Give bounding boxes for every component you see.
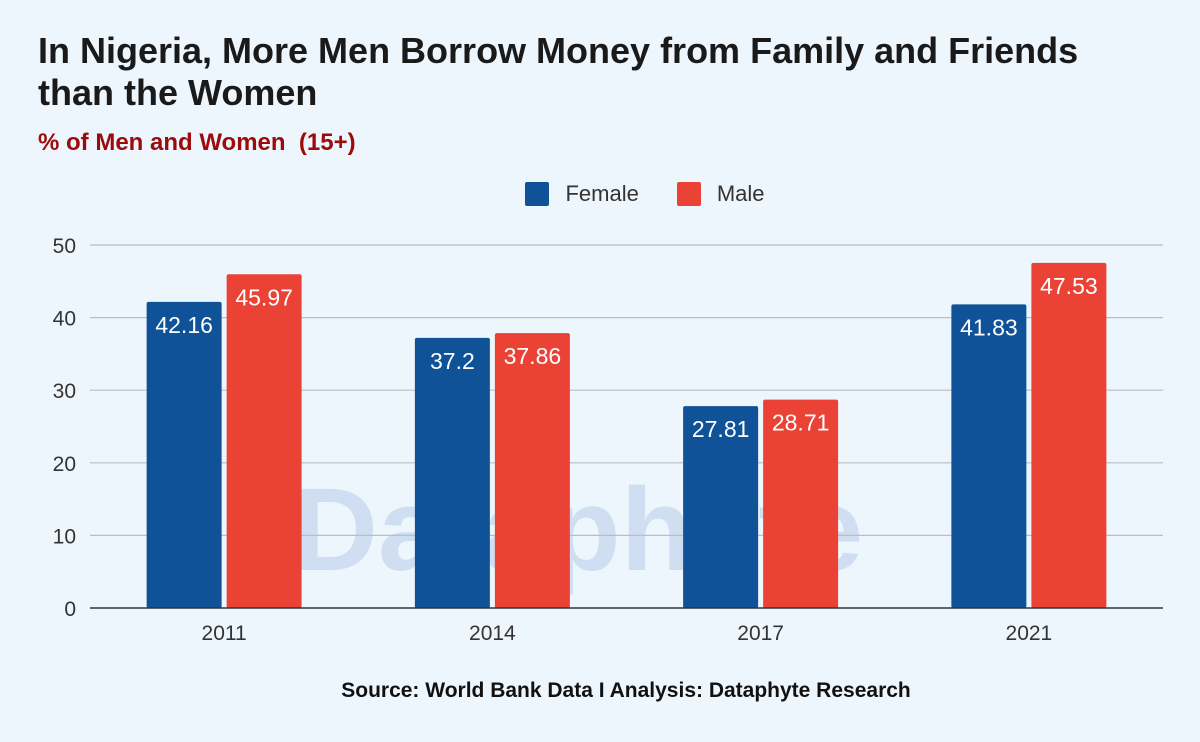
chart-subtitle: % of Men and Women (15+) — [38, 129, 356, 156]
bar-male-2021[interactable] — [1031, 262, 1107, 608]
legend-item-female[interactable]: Female — [525, 181, 639, 207]
bar-female-2017[interactable] — [683, 406, 759, 608]
bar-male-2011[interactable] — [226, 274, 302, 608]
source-note: Source: World Bank Data I Analysis: Data… — [341, 679, 911, 702]
x-tick-label: 2014 — [469, 622, 516, 645]
data-label-male-2014: 37.86 — [504, 343, 562, 369]
y-tick-label: 20 — [53, 453, 76, 476]
bar-male-2017[interactable] — [763, 399, 839, 608]
y-tick-label: 10 — [53, 525, 76, 548]
data-label-female-2014: 37.2 — [430, 348, 475, 374]
y-tick-label: 0 — [64, 598, 76, 621]
x-axis-ticks: 2011 2014 2017 2021 — [202, 622, 1053, 645]
data-labels: 42.16 45.97 37.2 37.86 27.81 28.71 41.83 47.53 — [155, 273, 1097, 442]
data-label-male-2011: 45.97 — [235, 284, 293, 310]
y-axis-ticks: 0 10 20 30 40 50 — [53, 235, 76, 621]
legend-label-female: Female — [565, 181, 639, 206]
data-label-female-2021: 41.83 — [960, 314, 1018, 340]
y-tick-label: 50 — [53, 235, 76, 258]
legend-label-male: Male — [716, 181, 765, 206]
bar-male-2014[interactable] — [494, 333, 570, 608]
y-tick-label: 30 — [53, 380, 76, 403]
x-tick-label: 2021 — [1006, 622, 1053, 645]
legend-item-male[interactable]: Male — [676, 181, 765, 207]
bar-female-2021[interactable] — [951, 304, 1027, 608]
legend-swatch-female — [525, 182, 550, 206]
chart-title: In Nigeria, More Men Borrow Money from F… — [38, 30, 1079, 113]
legend-swatch-male — [676, 182, 701, 206]
data-label-female-2017: 27.81 — [692, 416, 750, 442]
y-tick-label: 40 — [53, 308, 76, 331]
bar-female-2011[interactable] — [146, 301, 222, 608]
data-label-male-2021: 47.53 — [1040, 273, 1098, 299]
x-tick-label: 2017 — [737, 622, 784, 645]
bar-female-2014[interactable] — [414, 337, 490, 608]
data-label-female-2011: 42.16 — [155, 312, 213, 338]
data-label-male-2017: 28.71 — [772, 410, 830, 436]
x-tick-label: 2011 — [202, 622, 247, 645]
legend: Female Male — [0, 181, 1200, 207]
bars — [146, 262, 1107, 608]
